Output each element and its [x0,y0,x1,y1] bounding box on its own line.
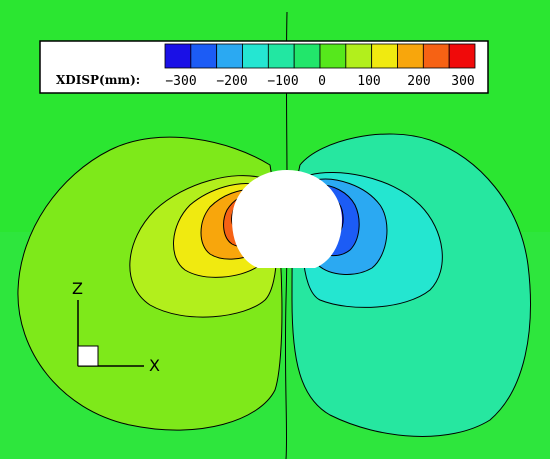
legend-tick-label: −300 [165,74,196,89]
legend-swatches [164,43,476,69]
x-axis-label: X [149,356,160,375]
legend-swatch [242,43,269,69]
axes-triad: Z X [72,279,160,375]
legend-swatch [422,43,450,69]
legend-title: XDISP(mm): [56,73,140,87]
legend-tick-label: 0 [318,74,326,89]
legend-swatch [164,43,192,69]
legend-swatch [319,43,347,69]
legend: XDISP(mm): −300 −200 −100 0 100 200 300 [39,40,489,94]
legend-tick-label: −100 [267,74,298,89]
legend-swatch [293,43,321,69]
legend-swatch [190,43,218,69]
legend-swatch [397,43,424,69]
legend-tick-label: 200 [407,74,430,89]
legend-swatch [267,43,295,69]
tunnel-void [232,170,342,268]
legend-swatch [216,43,243,69]
legend-tick-label: 300 [451,74,474,89]
legend-tick-label: −200 [216,74,247,89]
legend-tick-labels: −300 −200 −100 0 100 200 300 [165,74,474,89]
legend-tick-label: 100 [357,74,380,89]
triad-origin-box [77,345,99,367]
legend-swatch [345,43,373,69]
legend-swatch [448,43,476,69]
legend-swatch [371,43,398,69]
z-axis-label: Z [72,279,83,298]
